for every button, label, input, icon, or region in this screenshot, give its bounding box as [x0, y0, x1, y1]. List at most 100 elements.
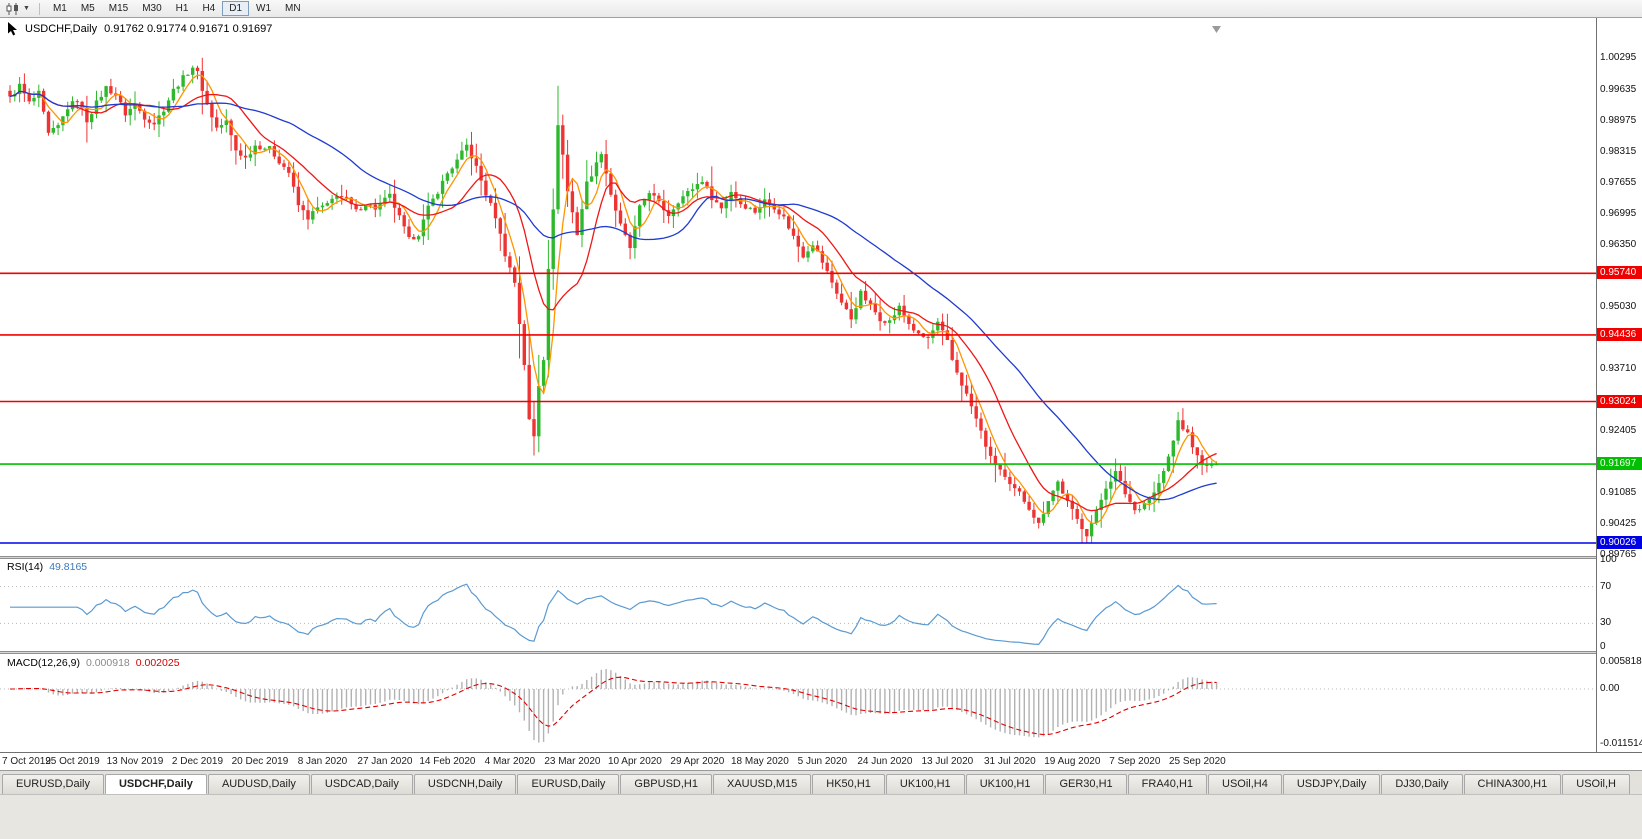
- timeframe-button-w1[interactable]: W1: [256, 3, 272, 14]
- macd-scale-label: -0.011514: [1600, 737, 1642, 749]
- chart-tab-gbpusd-h1[interactable]: GBPUSD,H1: [620, 774, 712, 794]
- date-label: 23 Mar 2020: [544, 756, 601, 767]
- price-scale-label: 0.95030: [1600, 300, 1637, 312]
- chart-tab-eurusd-daily[interactable]: EURUSD,Daily: [2, 774, 104, 794]
- chart-tab-dj30-daily[interactable]: DJ30,Daily: [1381, 774, 1463, 794]
- chart-symbol-label: USDCHF,Daily: [25, 23, 98, 35]
- price-axis[interactable]: 1.00295 0.99635 0.98975 0.98315 0.97655 0.969…: [1596, 18, 1642, 752]
- timeframe-button-group: M1 M5 M15 M30 H1 H4 D1 W1 MN: [46, 1, 308, 16]
- chart-tab-usdcad-daily[interactable]: USDCAD,Daily: [310, 774, 413, 794]
- chart-ohlc-values: 0.91762 0.91774 0.91671 0.91697: [104, 23, 273, 35]
- rsi-scale-label: 0: [1600, 641, 1606, 652]
- rsi-scale-label: 100: [1600, 554, 1617, 565]
- date-label: 10 Apr 2020: [607, 756, 662, 767]
- date-label: 19 Aug 2020: [1044, 756, 1101, 767]
- ma-5-line: [9, 74, 1217, 525]
- macd-indicator-canvas[interactable]: [0, 654, 1596, 752]
- toolbar-separator: [38, 2, 40, 15]
- chart-title: USDCHF,Daily 0.91762 0.91774 0.91671 0.9…: [8, 22, 272, 36]
- date-axis[interactable]: 7 Oct 2019 25 Oct 2019 13 Nov 2019 2 Dec 20…: [0, 752, 1642, 770]
- dropdown-caret-icon[interactable]: ▼: [23, 5, 30, 12]
- chart-shift-marker[interactable]: [1212, 26, 1221, 33]
- chart-tab-usoil-h4[interactable]: USOil,H4: [1208, 774, 1282, 794]
- chart-tab-xauusd-m15[interactable]: XAUUSD,M15: [712, 774, 812, 794]
- chart-tab-usdchf-daily[interactable]: USDCHF,Daily: [104, 774, 207, 794]
- rsi-scale-label: 70: [1600, 580, 1612, 592]
- timeframe-button-m5[interactable]: M5: [80, 3, 95, 14]
- price-scale-label: 0.96350: [1600, 238, 1637, 250]
- timeframe-button-h4[interactable]: H4: [202, 3, 216, 14]
- pane-splitter[interactable]: [0, 556, 1642, 559]
- price-level-badge-0.94436: 0.94436: [1597, 327, 1642, 341]
- price-scale-label: 0.90425: [1600, 518, 1637, 530]
- price-level-badge-0.93024: 0.93024: [1597, 394, 1642, 408]
- chart-tab-usdcnh-daily[interactable]: USDCNH,Daily: [413, 774, 517, 794]
- chart-tab-usdjpy-daily[interactable]: USDJPY,Daily: [1282, 774, 1381, 794]
- price-scale-label: 1.00295: [1600, 52, 1637, 64]
- price-level-badge-0.90026: 0.90026: [1597, 536, 1642, 549]
- date-label: 25 Oct 2019: [45, 756, 100, 767]
- bottom-strip: [0, 794, 1642, 839]
- chart-tab-bar: EURUSD,Daily USDCHF,Daily AUDUSD,Daily USDC…: [0, 770, 1642, 794]
- chart-tab-fra40-h1[interactable]: FRA40,H1: [1127, 774, 1208, 794]
- macd-name: MACD(12,26,9): [7, 657, 80, 669]
- candlestick-chart-icon[interactable]: [5, 2, 21, 15]
- main-price-chart-canvas[interactable]: [0, 18, 1596, 556]
- timeframe-button-d1[interactable]: D1: [222, 1, 250, 16]
- price-scale-label: 0.92405: [1600, 424, 1637, 436]
- ma-34-line: [9, 90, 1217, 501]
- date-label: 8 Jan 2020: [297, 756, 348, 767]
- price-level-badge-0.95740: 0.95740: [1597, 266, 1642, 280]
- ma-13-line: [9, 90, 1217, 512]
- chart-tab-uk100-h1[interactable]: UK100,H1: [965, 774, 1045, 794]
- chart-tab-ger30-h1[interactable]: GER30,H1: [1045, 774, 1127, 794]
- rsi-scale-label: 30: [1600, 617, 1612, 629]
- date-label: 7 Sep 2020: [1109, 756, 1161, 767]
- timeframe-toolbar: ▼ M1 M5 M15 M30 H1 H4 D1 W1 MN: [0, 0, 1642, 18]
- rsi-line: [10, 583, 1217, 646]
- price-scale-label: 0.89765: [1600, 549, 1637, 561]
- macd-signal-line: [10, 676, 1217, 736]
- chart-tab-usoil-h[interactable]: USOil,H: [1562, 774, 1630, 794]
- date-label: 29 Apr 2020: [670, 756, 725, 767]
- macd-signal-value: 0.002025: [135, 657, 180, 669]
- date-label: 2 Dec 2019: [171, 756, 224, 767]
- price-level-badge-0.91697: 0.91697: [1597, 457, 1642, 471]
- rsi-value: 49.8165: [49, 561, 88, 573]
- price-scale-label: 0.99635: [1600, 83, 1637, 95]
- macd-indicator-label: MACD(12,26,9) 0.000918 0.002025: [7, 657, 180, 669]
- timeframe-button-mn[interactable]: MN: [285, 3, 301, 14]
- chart-tab-hk50-h1[interactable]: HK50,H1: [812, 774, 885, 794]
- date-label: 31 Jul 2020: [983, 756, 1036, 767]
- date-label: 13 Nov 2019: [106, 756, 164, 767]
- price-scale-label: 0.93710: [1600, 363, 1637, 375]
- chart-tab-uk100-h1[interactable]: UK100,H1: [885, 774, 965, 794]
- timeframe-button-h1[interactable]: H1: [175, 3, 189, 14]
- date-label: 25 Sep 2020: [1168, 756, 1226, 767]
- macd-scale-label: 0.00: [1600, 683, 1620, 694]
- chart-tab-china300-h1[interactable]: CHINA300,H1: [1463, 774, 1562, 794]
- rsi-name: RSI(14): [7, 561, 44, 573]
- price-scale-label: 0.98315: [1600, 145, 1637, 157]
- date-label: 7 Oct 2019: [2, 756, 51, 767]
- date-label: 4 Mar 2020: [484, 756, 536, 767]
- timeframe-button-m15[interactable]: M15: [108, 3, 129, 14]
- macd-scale-label: 0.005818: [1600, 655, 1642, 667]
- rsi-indicator-canvas[interactable]: [0, 559, 1596, 651]
- rsi-indicator-label: RSI(14) 49.8165: [7, 561, 87, 573]
- macd-main-value: 0.000918: [85, 657, 130, 669]
- date-label: 14 Feb 2020: [419, 756, 476, 767]
- date-label: 5 Jun 2020: [797, 756, 848, 767]
- date-label: 24 Jun 2020: [857, 756, 913, 767]
- chart-tab-eurusd-daily[interactable]: EURUSD,Daily: [517, 774, 620, 794]
- date-label: 18 May 2020: [730, 756, 789, 767]
- price-scale-label: 0.91085: [1600, 487, 1637, 498]
- date-label: 27 Jan 2020: [357, 756, 413, 767]
- price-scale-label: 0.96995: [1600, 208, 1637, 220]
- chart-tab-audusd-daily[interactable]: AUDUSD,Daily: [207, 774, 310, 794]
- price-scale-label: 0.98975: [1600, 114, 1637, 126]
- timeframe-button-m30[interactable]: M30: [142, 3, 162, 14]
- pane-splitter[interactable]: [0, 651, 1642, 654]
- timeframe-button-m1[interactable]: M1: [52, 3, 67, 14]
